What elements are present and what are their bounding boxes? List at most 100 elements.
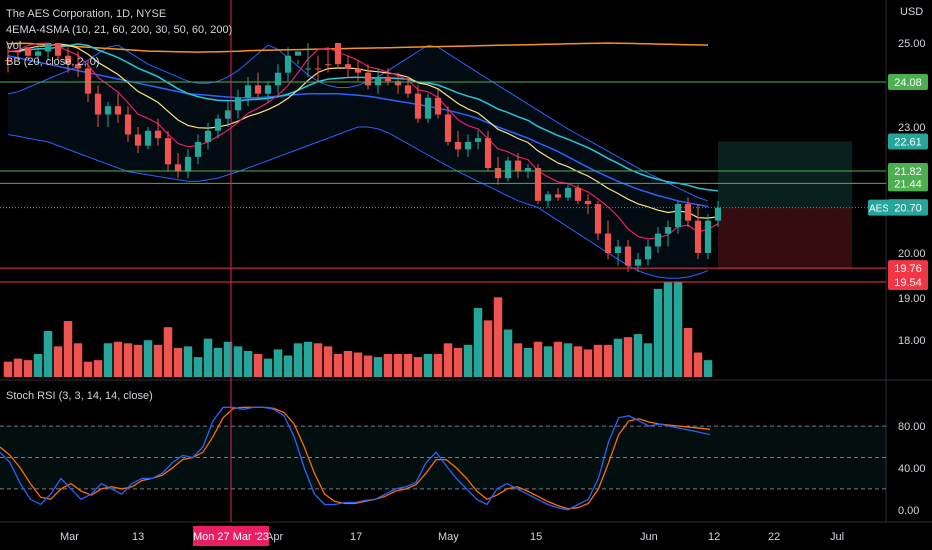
horizontal-levels[interactable]: 24.0822.6121.8221.4420.71AES20.7019.7619… <box>0 74 928 290</box>
candle-body <box>284 55 292 73</box>
candle-body <box>124 114 132 135</box>
candle-body <box>484 138 492 169</box>
stoch-rsi-pane[interactable] <box>0 406 886 511</box>
candle-body <box>234 97 242 111</box>
price-and-time-axes[interactable]: 25.00 23.00 20.00 19.00 18.00 80.00 40.00 0.00 M… <box>60 38 926 543</box>
stoch-rsi-title[interactable]: Stoch RSI (3, 3, 14, 14, close) <box>6 390 153 402</box>
candlesticks[interactable] <box>4 43 722 272</box>
volume-bar <box>3 361 13 377</box>
candle-body <box>404 85 412 94</box>
position-profit-zone <box>718 141 852 207</box>
candle-body <box>4 59 12 61</box>
volume-bar <box>563 343 573 377</box>
candle-body <box>194 141 202 157</box>
candle-body <box>184 156 192 172</box>
volume-bar <box>243 350 253 377</box>
candle-body <box>224 110 232 119</box>
volume-bar <box>203 338 213 377</box>
candle-body <box>174 164 182 172</box>
chart-legend: The AES Corporation, 1D, NYSE 4EMA-4SMA … <box>6 6 232 70</box>
volume-bar <box>353 352 363 377</box>
candle-body <box>494 168 502 179</box>
candle-body <box>524 168 532 172</box>
candle-body <box>574 187 582 201</box>
volume-bar <box>643 343 653 377</box>
volume-bar <box>633 334 643 377</box>
sma-30-line <box>7 43 719 192</box>
stoch-rsi-legend: Stoch RSI (3, 3, 14, 14, close) <box>6 388 153 404</box>
volume-bar <box>503 329 513 377</box>
candle-body <box>204 130 212 142</box>
volume-bar <box>413 357 423 377</box>
candle-body <box>514 160 522 172</box>
crosshair: Mon 27 Mar '23 <box>193 0 269 546</box>
volume-bar <box>653 288 663 377</box>
volume-bar <box>703 360 713 377</box>
candle-body <box>324 64 332 66</box>
price-level-label-bg <box>888 199 928 216</box>
candle-body <box>14 51 22 53</box>
candle-body <box>464 141 472 150</box>
symbol-title[interactable]: The AES Corporation, 1D, NYSE <box>6 8 167 20</box>
volume-bar <box>463 344 473 377</box>
candle-body <box>594 204 602 234</box>
candle-body <box>254 85 262 94</box>
volume-bars <box>3 282 713 377</box>
candle-body <box>614 246 622 253</box>
price-level-label-bg <box>888 133 928 150</box>
volume-bar <box>373 357 383 377</box>
time-axis-tick: Jun <box>640 531 658 543</box>
candle-body <box>634 259 642 266</box>
candle-body <box>414 93 422 119</box>
stoch-d-line <box>0 406 711 510</box>
candle-body <box>84 68 92 94</box>
last-price-tag <box>868 199 890 216</box>
candle-body <box>64 55 72 65</box>
volume-bar <box>283 355 293 377</box>
volume-bar <box>253 354 263 377</box>
volume-bar <box>303 341 313 377</box>
candle-body <box>34 51 42 56</box>
position-loss-zone <box>718 207 852 269</box>
price-level-label: 24.08 <box>894 77 922 89</box>
ema-sma-legend[interactable]: 4EMA-4SMA (10, 21, 60, 200, 30, 50, 60, … <box>6 24 233 36</box>
volume-bar <box>43 331 53 377</box>
volume-bar <box>193 357 203 377</box>
time-axis-tick: Mar <box>60 531 79 543</box>
volume-bar <box>603 344 613 377</box>
candle-body <box>304 68 312 70</box>
time-axis-tick: 17 <box>350 531 362 543</box>
ema-200-line <box>7 42 709 53</box>
volume-bar <box>583 349 593 377</box>
volume-bar <box>443 343 453 377</box>
volume-legend[interactable]: Vol <box>6 40 22 52</box>
candle-body <box>274 72 282 86</box>
volume-bar <box>153 344 163 377</box>
candle-body <box>294 51 302 56</box>
volume-bar <box>683 327 693 377</box>
price-level-label: 21.82 <box>894 166 922 178</box>
volume-bar <box>343 350 353 377</box>
volume-bar <box>663 282 673 377</box>
volume-bar <box>573 346 583 377</box>
candle-body <box>444 114 452 142</box>
price-axis-tick: 18.00 <box>898 335 926 347</box>
time-axis-tick: 15 <box>530 531 542 543</box>
crosshair-date-bg <box>193 526 269 546</box>
volume-bar <box>693 352 703 377</box>
volume-bar <box>173 347 183 377</box>
bb-legend[interactable]: BB (20, close, 2, 0) <box>6 56 100 68</box>
candle-body <box>504 160 512 179</box>
candle-body <box>164 138 172 165</box>
volume-bar <box>543 346 553 377</box>
volume-bar <box>523 347 533 377</box>
position-tool[interactable] <box>718 141 852 269</box>
volume-bar <box>273 349 283 377</box>
ema-10-line <box>7 42 719 240</box>
price-level-label: 21.44 <box>894 178 922 190</box>
candle-body <box>534 168 542 201</box>
stoch-rsi-axis-tick: 80.00 <box>898 421 926 433</box>
volume-bar <box>33 354 43 377</box>
candle-body <box>584 200 592 205</box>
